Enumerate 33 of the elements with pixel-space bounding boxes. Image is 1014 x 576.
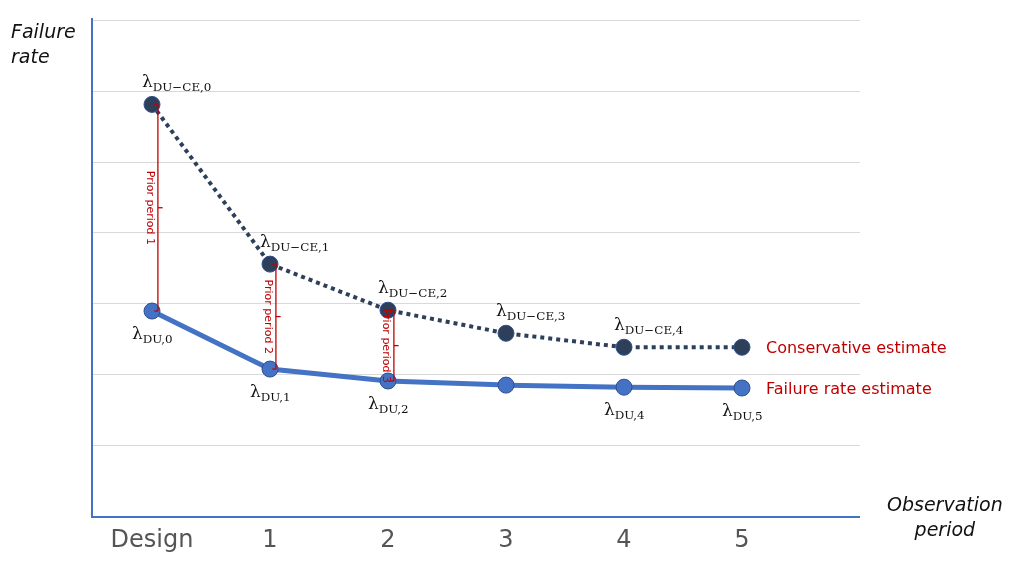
annotation: λ$_{DU,5}$ xyxy=(722,400,763,423)
annotation: Prior period 3 xyxy=(379,308,393,383)
x-tick-label: 2 xyxy=(380,524,396,553)
x-tick-label: Design xyxy=(110,524,194,553)
annotation: λ$_{DU,0}$ xyxy=(132,323,173,346)
point xyxy=(261,255,279,273)
point xyxy=(733,379,751,397)
annotation: λ$_{DU−CE,2}$ xyxy=(378,277,448,300)
point xyxy=(261,360,279,378)
series-label: Conservative estimate xyxy=(766,338,947,357)
series-label: Failure rate estimate xyxy=(766,379,932,398)
annotation: Prior period 2 xyxy=(261,279,275,354)
point xyxy=(615,378,633,396)
annotation: λ$_{DU,1}$ xyxy=(250,381,291,404)
x-axis-title: Observation period xyxy=(887,493,1003,540)
x-tick-label: 3 xyxy=(498,524,514,553)
annotation: λ$_{DU−CE,0}$ xyxy=(142,71,212,94)
annotation: λ$_{DU,2}$ xyxy=(368,393,409,416)
point xyxy=(497,324,515,342)
annotation: Prior period 1 xyxy=(143,170,157,246)
x-tick-label: 4 xyxy=(616,524,632,553)
annotation: λ$_{DU−CE,1}$ xyxy=(260,231,330,254)
point xyxy=(143,95,161,113)
point xyxy=(733,338,751,356)
point xyxy=(497,376,515,394)
x-tick-label: 5 xyxy=(734,524,750,553)
x-tick-label: 1 xyxy=(262,524,278,553)
point xyxy=(615,338,633,356)
annotation: λ$_{DU−CE,3}$ xyxy=(496,300,566,323)
point xyxy=(143,302,161,320)
y-axis-title: Failure rate xyxy=(11,20,76,67)
annotation: λ$_{DU−CE,4}$ xyxy=(614,314,684,337)
annotation: λ$_{DU,4}$ xyxy=(604,399,645,422)
